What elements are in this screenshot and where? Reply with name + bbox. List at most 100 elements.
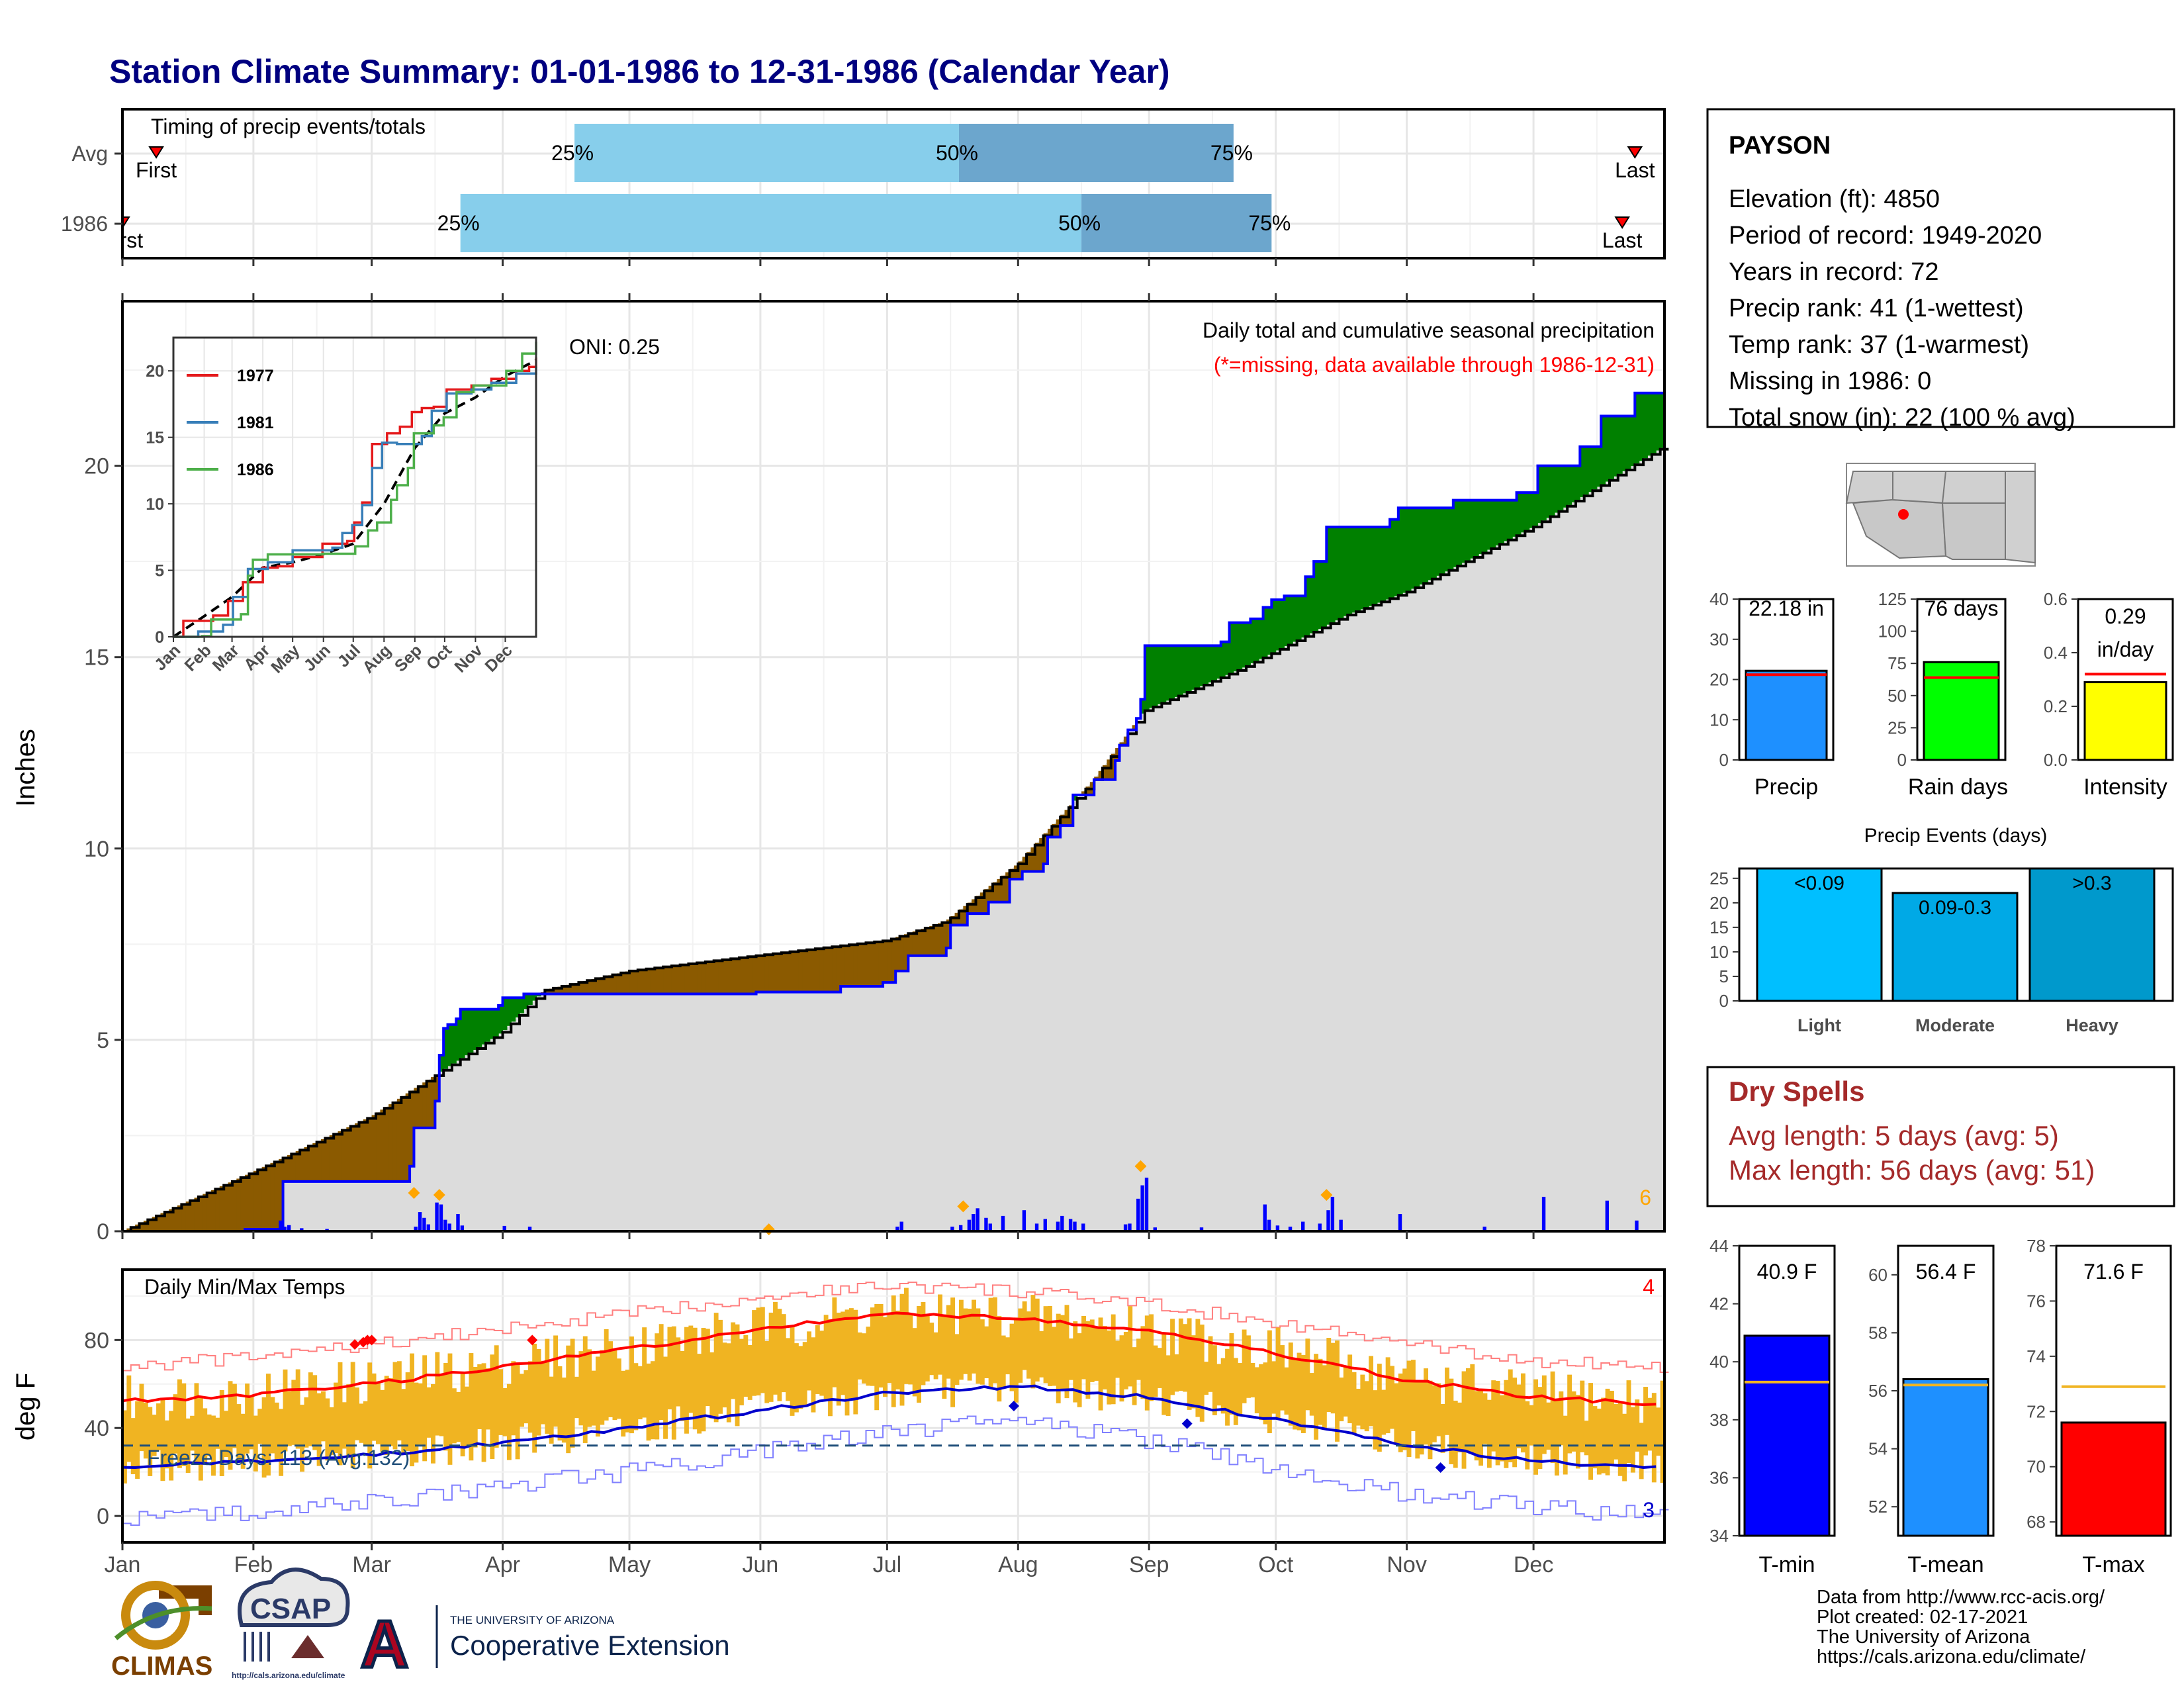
daily-temp-bar xyxy=(350,1362,355,1469)
daily-temp-bar xyxy=(1098,1317,1103,1411)
daily-temp-bar xyxy=(713,1313,719,1423)
event-bar-label: Light xyxy=(1797,1015,1841,1035)
daily-precip-bar xyxy=(988,1223,993,1231)
month-label: Jun xyxy=(743,1552,779,1577)
event-bar xyxy=(2028,867,2156,1002)
daily-temp-bar xyxy=(1377,1364,1382,1452)
summary-ytick-label: 40 xyxy=(1709,589,1729,609)
temp-summary-label: T-max xyxy=(2082,1552,2144,1577)
daily-temp-bar xyxy=(1165,1355,1171,1417)
daily-temp-bar xyxy=(206,1414,212,1456)
daily-temp-bar xyxy=(1656,1407,1661,1456)
temps-ytick-label: 0 xyxy=(97,1504,109,1529)
daily-temp-bar xyxy=(1504,1380,1509,1468)
precip-ylabel: Inches xyxy=(11,729,40,807)
month-label: Oct xyxy=(1258,1552,1293,1577)
daily-temp-bar xyxy=(595,1356,600,1437)
precip-ytick-label: 10 xyxy=(84,837,109,862)
daily-temp-bar xyxy=(367,1362,373,1469)
summary-value-text: in/day xyxy=(2097,637,2154,661)
daily-temp-bar xyxy=(578,1351,584,1426)
event-bar-text: <0.09 xyxy=(1794,872,1844,894)
daily-temp-bar xyxy=(287,1391,292,1446)
daily-temp-bar xyxy=(1326,1338,1332,1413)
daily-temp-bar xyxy=(1449,1378,1454,1464)
event-bar-label: Moderate xyxy=(1915,1015,1995,1035)
daily-precip-bar xyxy=(1326,1210,1330,1231)
daily-temp-bar xyxy=(185,1418,191,1474)
inset-avg-line xyxy=(172,359,537,638)
summary-ytick-label: 100 xyxy=(1878,622,1907,641)
daily-precip-bar xyxy=(527,1227,532,1231)
daily-temp-bar xyxy=(316,1393,322,1466)
daily-temp-bar xyxy=(148,1407,153,1476)
daily-temp-bar xyxy=(520,1374,524,1427)
timing-last-marker xyxy=(1627,146,1643,159)
daily-temp-bar xyxy=(1208,1336,1213,1392)
daily-temp-bar xyxy=(1626,1380,1631,1464)
avg-cumulative-line xyxy=(122,447,1669,1233)
daily-temp-bar xyxy=(130,1418,136,1475)
daily-temp-bar xyxy=(219,1390,224,1476)
month-axis: Jan Feb Mar Apr May Jun Jul Aug Sep Oct Nov Dec xyxy=(105,1542,1553,1577)
daily-temp-bar xyxy=(1318,1358,1323,1425)
daily-temp-bar xyxy=(815,1325,820,1394)
month-label: Mar xyxy=(352,1552,391,1577)
precip-ytick-label: 5 xyxy=(97,1028,109,1053)
inset-ytick-label: 20 xyxy=(146,362,164,381)
daily-temp-bar xyxy=(600,1350,605,1425)
daily-temp-bar xyxy=(1297,1352,1302,1430)
page-title: Station Climate Summary: 01-01-1986 to 1… xyxy=(109,53,1170,90)
daily-temp-bar xyxy=(1546,1402,1551,1450)
daily-temp-bar xyxy=(1077,1333,1082,1407)
daily-temp-bar xyxy=(1153,1345,1158,1397)
daily-temp-bar xyxy=(1596,1408,1602,1475)
daily-temp-bar xyxy=(312,1375,318,1450)
daily-temp-bar xyxy=(1246,1335,1251,1398)
record-low-marker xyxy=(1181,1418,1193,1429)
daily-temp-bar xyxy=(811,1337,816,1413)
credits: Data from http://www.rcc-acis.org/ Plot … xyxy=(1817,1587,2105,1667)
daily-temp-bar xyxy=(848,1308,854,1399)
normal-max-line xyxy=(122,1311,1657,1406)
daily-temp-bar xyxy=(1575,1395,1580,1469)
daily-temp-bar xyxy=(1068,1338,1073,1380)
missing-marker xyxy=(1320,1189,1333,1201)
daily-temp-bar xyxy=(283,1369,288,1452)
daily-temp-bar xyxy=(587,1349,592,1427)
temp-summary-value: 40.9 F xyxy=(1757,1260,1817,1284)
daily-temp-bar xyxy=(215,1417,220,1449)
daily-temp-bar xyxy=(692,1327,698,1430)
daily-temp-bar xyxy=(181,1383,187,1466)
daily-precip-bar xyxy=(1136,1198,1140,1231)
daily-precip-bar xyxy=(1081,1223,1085,1231)
timing-pct-75: 75% xyxy=(1210,141,1253,165)
temp-summary-ytick-label: 40 xyxy=(1709,1352,1729,1372)
daily-temp-bar xyxy=(862,1333,867,1384)
daily-temp-bar xyxy=(228,1381,233,1470)
timing-bar-q25-q50 xyxy=(574,124,959,182)
summary-ytick-label: 0.2 xyxy=(2044,696,2068,716)
daily-temp-bar xyxy=(1622,1413,1627,1481)
daily-temp-bar xyxy=(1647,1397,1653,1451)
daily-temp-bar xyxy=(979,1319,985,1385)
daily-temp-bar xyxy=(1410,1360,1416,1431)
daily-temp-bar xyxy=(625,1370,630,1432)
daily-precip-bar xyxy=(422,1217,426,1231)
daily-temp-bar xyxy=(887,1315,892,1383)
daily-temp-bar xyxy=(203,1408,208,1465)
daily-temp-bar xyxy=(465,1386,469,1447)
daily-temp-bar xyxy=(1039,1331,1044,1378)
timing-last-label: Last xyxy=(1615,158,1655,182)
timing-row-label: 1986 xyxy=(61,212,108,236)
daily-precip-bar xyxy=(1267,1219,1271,1231)
daily-temp-bar xyxy=(1081,1315,1086,1380)
daily-temp-bar xyxy=(177,1379,182,1468)
month-label: Dec xyxy=(1514,1552,1553,1577)
daily-temp-bar xyxy=(899,1293,905,1406)
missing-marker xyxy=(433,1189,445,1201)
daily-temp-bar xyxy=(1453,1400,1458,1468)
daily-temp-bar xyxy=(490,1354,495,1459)
daily-temp-bar xyxy=(1639,1423,1644,1479)
daily-temp-bar xyxy=(566,1345,571,1454)
